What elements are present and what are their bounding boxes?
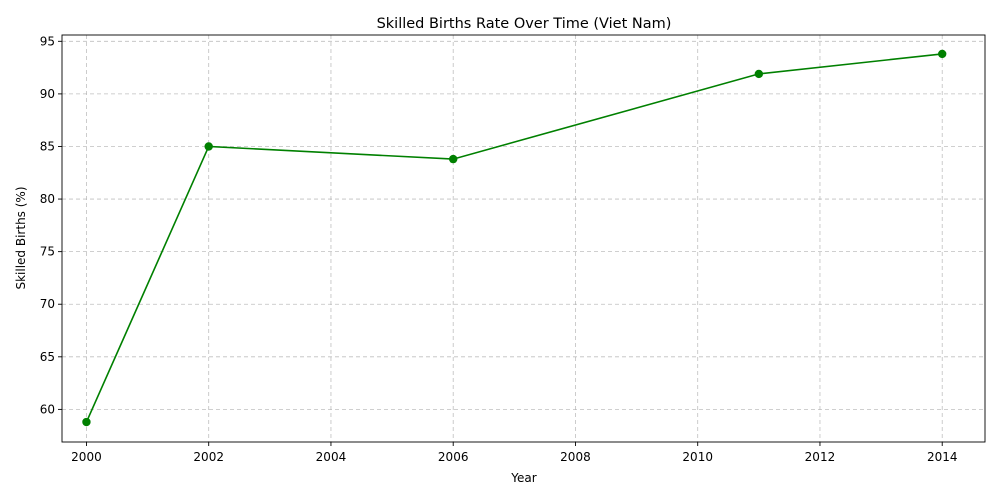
chart-title: Skilled Births Rate Over Time (Viet Nam): [377, 16, 672, 32]
y-tick-label: 70: [40, 297, 55, 311]
x-tick-label: 2014: [927, 450, 958, 464]
x-tick-label: 2000: [71, 450, 102, 464]
y-axis-label: Skilled Births (%): [14, 186, 28, 289]
y-tick-label: 85: [40, 139, 55, 153]
y-tick-label: 80: [40, 192, 55, 206]
x-axis-ticks: 2000 2002 2004 2006 2008 2010 2012 2014: [71, 442, 957, 464]
y-axis-ticks: 60 65 70 75 80 85 90 95: [40, 34, 62, 416]
y-tick-label: 60: [40, 402, 55, 416]
x-tick-label: 2002: [193, 450, 224, 464]
x-tick-label: 2006: [438, 450, 469, 464]
y-tick-label: 90: [40, 87, 55, 101]
x-tick-label: 2008: [560, 450, 591, 464]
axes: [61, 34, 986, 443]
x-tick-label: 2010: [682, 450, 713, 464]
series-layer: [82, 49, 947, 427]
x-tick-label: 2004: [316, 450, 347, 464]
y-tick-label: 75: [40, 245, 55, 259]
data-point: [754, 69, 764, 79]
data-point: [449, 154, 458, 164]
data-point: [938, 49, 947, 59]
data-point: [82, 417, 91, 427]
x-axis-label: Year: [510, 471, 536, 485]
grid-lines: [62, 35, 985, 442]
y-tick-label: 65: [40, 350, 55, 364]
y-tick-label: 95: [40, 34, 55, 48]
x-tick-label: 2012: [805, 450, 836, 464]
data-point: [204, 142, 213, 151]
series-line: [85, 53, 943, 423]
plot-frame: [61, 34, 986, 443]
